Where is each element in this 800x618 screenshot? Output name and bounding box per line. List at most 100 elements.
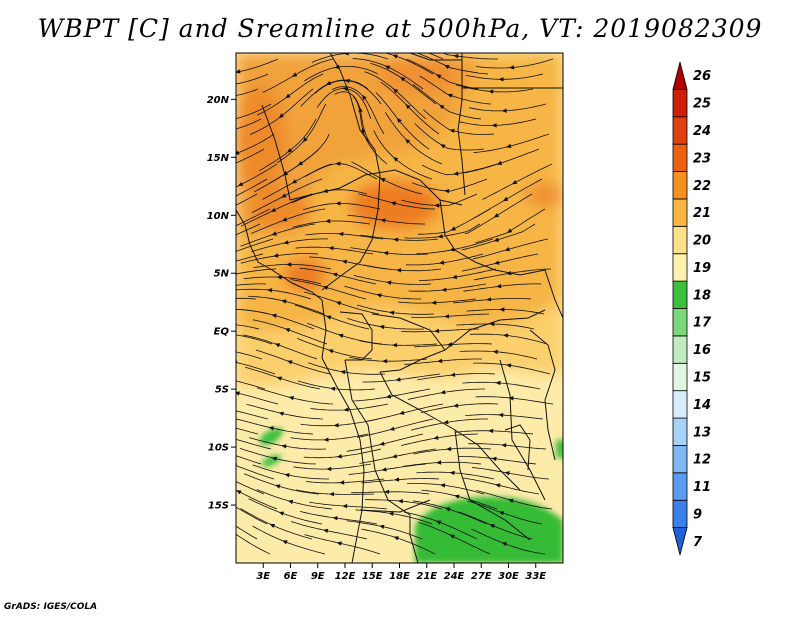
streamline [251, 178, 323, 214]
streamline-arrow [342, 504, 348, 509]
streamline-arrow [271, 231, 277, 236]
streamline [455, 430, 534, 435]
colorbar-label: 18 [693, 288, 711, 303]
longitude-axis: 3E 6E 9E 12E 15E 18E 21E 24E 27E 30E 33E [256, 563, 546, 582]
streamline-arrow [338, 231, 344, 237]
streamline [420, 403, 499, 413]
streamline [347, 214, 425, 225]
streamline [297, 380, 376, 391]
streamline-arrow [278, 113, 284, 119]
streamline-arrow [379, 324, 385, 330]
streamline [236, 118, 262, 130]
streamline [421, 489, 498, 510]
streamline [475, 396, 554, 405]
wbpt-shading [236, 53, 563, 563]
lat-tick-label: 5N [214, 269, 230, 280]
streamline [240, 508, 313, 540]
streamline-arrow [444, 314, 450, 319]
streamline [314, 80, 382, 105]
colorbar-swatch [672, 390, 688, 419]
streamline-arrow [393, 536, 399, 541]
streamline-arrow [498, 77, 504, 82]
streamline [362, 373, 441, 383]
streamline-arrow [237, 181, 244, 187]
streamline-arrow [494, 260, 500, 265]
streamline [467, 500, 543, 525]
streamline-arrow [380, 218, 386, 223]
colorbar-label: 22 [693, 179, 711, 194]
colorbar-swatch [672, 88, 688, 118]
streamline [252, 464, 329, 480]
streamline [242, 334, 318, 360]
streamline [296, 338, 373, 360]
colorbar-swatch [672, 527, 688, 556]
streamline [422, 163, 498, 176]
streamline [411, 313, 490, 318]
lat-tick-label: 5S [215, 385, 229, 396]
streamline-arrow [230, 250, 235, 254]
streamline-arrow [390, 201, 396, 206]
colorbar-swatch [672, 335, 688, 364]
colorbar-swatch [672, 225, 688, 255]
streamline-arrow [451, 274, 458, 280]
streamline [300, 511, 378, 525]
streamline [416, 471, 495, 480]
streamline-arrow [288, 396, 294, 401]
streamline [417, 373, 496, 381]
streamline [417, 208, 491, 235]
streamline [403, 461, 482, 467]
streamline [236, 427, 259, 435]
streamline [463, 283, 542, 292]
colorbar-label: 19 [693, 261, 711, 276]
streamline [459, 350, 538, 360]
streamline-arrow [302, 137, 308, 143]
streamline-arrow [439, 260, 445, 265]
streamline-arrow [379, 441, 385, 446]
streamline [427, 53, 444, 60]
streamline-arrow [433, 435, 439, 440]
streamline [364, 71, 427, 120]
streamline-arrow [326, 315, 332, 320]
colorbar-label: 14 [693, 398, 711, 413]
streamline [469, 333, 548, 345]
streamline-arrow [282, 540, 288, 545]
streamline-arrow [383, 251, 389, 256]
streamline [303, 203, 381, 211]
streamline-arrow [496, 283, 502, 289]
streamline [236, 525, 258, 540]
streamline [243, 473, 320, 495]
streamline [468, 103, 547, 112]
streamline-arrow [437, 234, 443, 239]
streamline-arrow [502, 196, 509, 202]
streamline-arrow [276, 275, 282, 280]
streamline-arrow [332, 272, 338, 277]
streamline [252, 319, 328, 345]
streamline-arrow [332, 516, 338, 521]
streamline-arrow [449, 128, 455, 134]
lon-tick-label: 12E [335, 571, 356, 582]
colorbar-swatch [672, 61, 688, 90]
streamline [308, 362, 386, 375]
streamline-arrow [436, 460, 442, 465]
streamline [458, 511, 533, 540]
streamline [464, 148, 540, 174]
streamline-arrow [376, 293, 382, 298]
streamline-arrow [291, 179, 297, 184]
lat-tick-label: 10S [208, 443, 229, 454]
colorbar-label: 15 [693, 370, 711, 385]
streamline-arrow [335, 301, 342, 306]
streamline-arrow [444, 64, 450, 70]
streamline [408, 283, 487, 292]
streamline-arrow [392, 54, 398, 59]
streamline [413, 447, 492, 455]
colorbar-label: 16 [693, 343, 711, 358]
streamline-arrow [380, 178, 386, 183]
streamline-arrow [341, 259, 348, 264]
streamline [236, 351, 263, 360]
streamline [296, 489, 375, 495]
streamline-arrow [228, 436, 233, 440]
streamline [352, 388, 431, 402]
streamline-arrow [388, 511, 394, 516]
streamline-arrow [271, 456, 277, 461]
streamline-arrow [506, 228, 513, 233]
